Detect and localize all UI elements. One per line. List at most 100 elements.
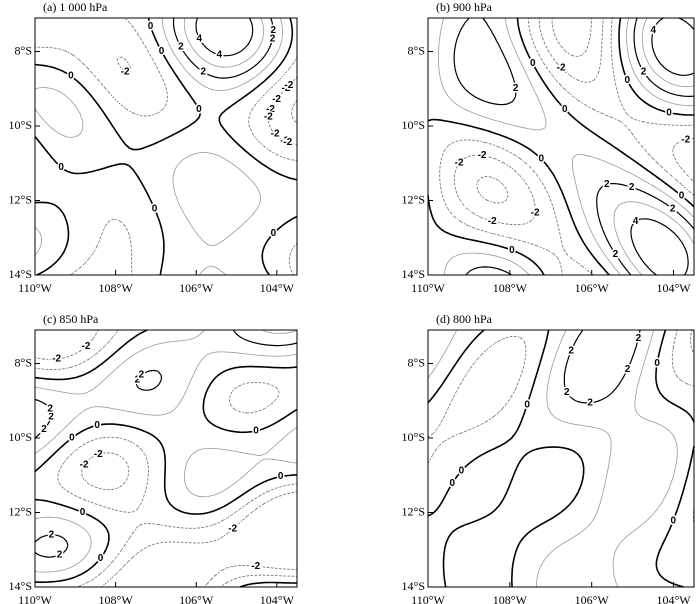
panel-title: (d) 800 hPa [436, 312, 493, 326]
contour-label: 0 [625, 75, 631, 86]
panel: (c) 850 hPa0-20220-2-20-222-20-22022110°… [9, 312, 298, 604]
x-tick-label: 108°W [99, 281, 134, 295]
x-tick-label: 108°W [99, 593, 134, 604]
contour-label: 2 [564, 387, 570, 398]
contour-label: -2 [271, 129, 280, 140]
contour-line [427, 17, 695, 276]
contour-label: 0 [159, 46, 165, 57]
x-tick-label: 110°W [411, 593, 445, 604]
contour-line [630, 17, 695, 276]
contour-label: 0 [80, 507, 86, 518]
contour-label: 2 [200, 67, 206, 78]
contour-label: 0 [69, 433, 75, 444]
x-tick-label: 108°W [493, 281, 528, 295]
contour-line [172, 17, 274, 79]
x-tick-label: 110°W [18, 281, 52, 295]
contour-label: 0 [509, 245, 515, 256]
contour-label: -2 [282, 83, 291, 94]
contour-line [34, 329, 298, 588]
y-tick-label: 10°S [9, 430, 32, 444]
contour-label: 0 [196, 104, 202, 115]
contour-label: -2 [280, 136, 289, 147]
y-tick-label: 10°S [9, 118, 32, 132]
x-tick-label: 110°W [18, 593, 52, 604]
contour-label: 2 [178, 42, 184, 53]
y-tick-label: 8°S [408, 355, 425, 369]
contour-line [34, 329, 298, 588]
y-tick-label: 8°S [408, 43, 425, 57]
contour-label: 2 [568, 345, 574, 356]
y-tick-label: 8°S [15, 43, 32, 57]
contour-label: -2 [52, 354, 61, 365]
y-tick-label: 14°S [9, 267, 32, 281]
contour-label: 2 [625, 364, 631, 375]
contour-label: -2 [455, 158, 464, 169]
contour-label: 2 [57, 550, 63, 561]
contour-label: -2 [264, 112, 273, 123]
contour-label: 2 [641, 67, 647, 78]
contour-label: 0 [68, 71, 74, 82]
contour-label: 0 [152, 203, 158, 214]
contour-line [563, 329, 641, 404]
x-tick-label: 110°W [411, 281, 445, 295]
contour-label: -2 [228, 524, 237, 535]
contour-label: 0 [271, 228, 277, 239]
contour-label: 2 [41, 424, 47, 435]
contour-label: -2 [531, 207, 540, 218]
contour-label: 2 [48, 412, 54, 423]
contour-label: 0 [148, 21, 154, 32]
contour-label: -2 [271, 96, 280, 107]
contour-label: 0 [666, 107, 672, 118]
contour-label: 2 [636, 333, 642, 344]
y-tick-label: 10°S [402, 430, 425, 444]
y-tick-label: 14°S [402, 579, 425, 593]
contour-label: 0 [98, 553, 104, 564]
contour-label: 0 [670, 515, 676, 526]
contour-label: 0 [654, 358, 660, 369]
contour-label: -2 [251, 561, 260, 572]
contour-label: 0 [538, 154, 544, 165]
contour-line [427, 329, 695, 588]
x-tick-label: 106°W [575, 593, 610, 604]
contour-label: -2 [80, 460, 89, 471]
contour-line [291, 99, 298, 124]
plot-frame [427, 329, 695, 588]
contour-label: -2 [272, 94, 281, 105]
contour-line [35, 17, 298, 276]
contour-label: 2 [587, 397, 593, 408]
contour-line [34, 329, 298, 573]
panel: (b) 900 hPa20-20220-2400-220-22-2420-211… [402, 0, 695, 295]
contour-label: 2 [629, 182, 635, 193]
contour-line [613, 17, 695, 276]
contour-label: 0 [530, 58, 536, 69]
contour-line [453, 17, 695, 276]
y-tick-label: 12°S [402, 192, 425, 206]
contour-line [453, 17, 695, 226]
plot-frame [34, 17, 298, 276]
contour-label: 0 [94, 420, 100, 431]
contour-line [34, 17, 283, 276]
contour-label: 2 [49, 530, 55, 541]
contour-label: -2 [121, 66, 130, 77]
contour-line [34, 17, 298, 276]
contour-line [476, 17, 592, 204]
contour-line [438, 17, 695, 276]
x-tick-label: 104°W [260, 593, 295, 604]
contour-label: 0 [679, 190, 685, 201]
contour-label: 0 [253, 426, 259, 437]
plot-frame [34, 329, 298, 588]
panel-title: (b) 900 hPa [436, 0, 493, 14]
contour-label: 2 [613, 249, 619, 260]
contour-line [195, 17, 254, 57]
contour-line [427, 329, 678, 588]
x-tick-label: 104°W [656, 593, 691, 604]
contour-label: -2 [266, 104, 275, 115]
y-tick-label: 10°S [402, 118, 425, 132]
contour-label: 0 [449, 478, 455, 489]
contour-line [439, 17, 695, 276]
x-tick-label: 106°W [575, 281, 610, 295]
contour-label: 2 [47, 403, 53, 414]
